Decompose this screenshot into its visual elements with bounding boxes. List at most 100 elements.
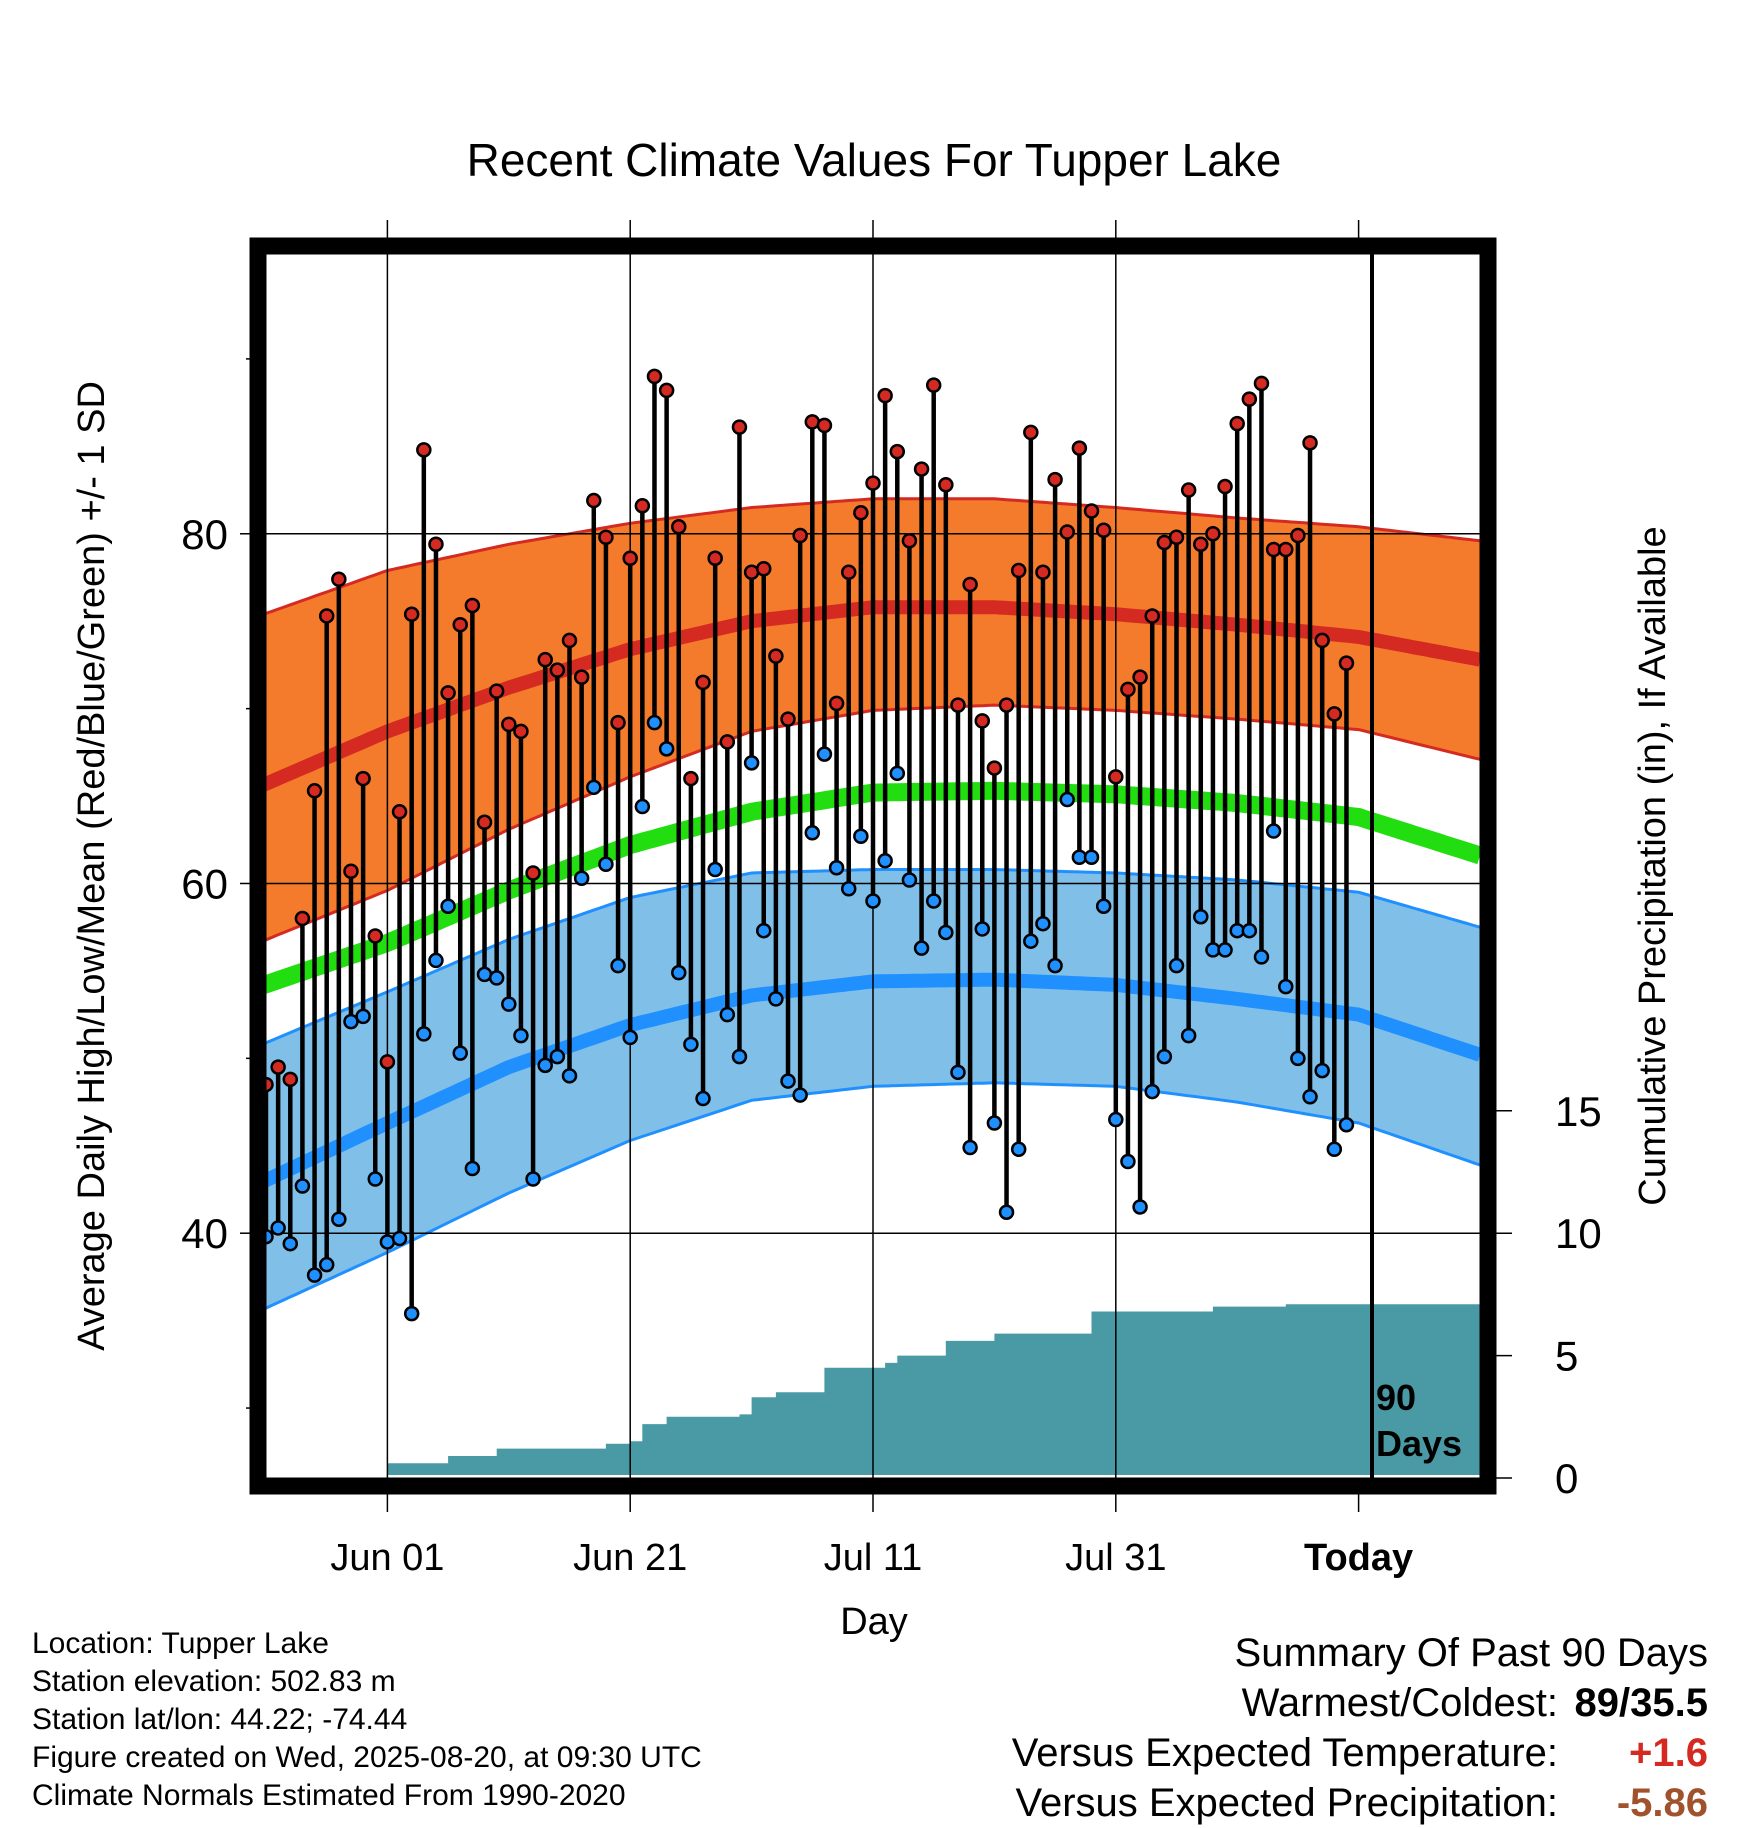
- daily-low-point: [1253, 949, 1270, 965]
- daily-low-point: [1059, 791, 1075, 808]
- daily-high-point: [379, 1054, 396, 1070]
- daily-high-point: [598, 529, 614, 546]
- daily-high-point: [610, 714, 626, 731]
- daily-low-point: [671, 964, 687, 981]
- daily-low-point: [695, 1090, 711, 1107]
- y2-tick-label: 5: [1555, 1333, 1578, 1380]
- daily-high-point: [974, 713, 991, 729]
- plot-frame: [249, 237, 1497, 1495]
- daily-low-point: [1180, 1027, 1197, 1044]
- x-axis-label: Day: [840, 1601, 908, 1643]
- daily-low-point: [488, 970, 505, 986]
- daily-low-point: [331, 1211, 347, 1227]
- precip-deviation-label: Versus Expected Precipitation:: [1015, 1781, 1558, 1825]
- daily-high-point: [1059, 524, 1075, 540]
- daily-low-point: [1193, 908, 1209, 925]
- daily-low-point: [306, 1267, 323, 1283]
- x-tick-label: Jun 01: [330, 1537, 444, 1579]
- daily-low-point: [646, 714, 663, 731]
- daily-low-point: [1265, 823, 1282, 839]
- daily-low-point: [1108, 1111, 1124, 1128]
- x-tick-label: Jul 31: [1065, 1537, 1166, 1579]
- daily-high-point: [1095, 522, 1112, 539]
- low-band-lower-edge: [265, 1081, 1481, 1311]
- daily-low-point: [1120, 1153, 1136, 1170]
- daily-low-point: [974, 921, 991, 937]
- daily-low-point: [1302, 1089, 1318, 1105]
- daily-low-point: [549, 1048, 566, 1065]
- daily-high-point: [476, 814, 493, 831]
- daily-low-point: [282, 1235, 299, 1252]
- y2-tick-label: 15: [1555, 1088, 1602, 1135]
- y2-axis-label: Cumulative Precipitation (in), If Availa…: [1632, 526, 1674, 1205]
- summary-warmest-row: Warmest/Coldest: 89/35.5: [1012, 1678, 1708, 1728]
- daily-high-point: [1047, 471, 1063, 488]
- daily-low-point: [1156, 1048, 1173, 1065]
- daily-high-point: [889, 443, 906, 460]
- daily-low-point: [804, 825, 821, 841]
- daily-low-point: [525, 1171, 541, 1187]
- daily-low-point: [828, 859, 845, 876]
- warmest-label: Warmest/Coldest:: [1241, 1681, 1558, 1725]
- daily-low-point: [440, 898, 456, 914]
- daily-low-point: [1338, 1117, 1355, 1133]
- daily-high-point: [1290, 527, 1306, 544]
- daily-low-point: [270, 1220, 286, 1236]
- daily-low-point: [853, 828, 869, 845]
- daily-high-point: [950, 697, 966, 713]
- precip-deviation-value: -5.86: [1616, 1781, 1708, 1825]
- daily-low-point: [901, 872, 918, 888]
- daily-high-point: [464, 597, 481, 614]
- daily-low-point: [513, 1027, 529, 1044]
- daily-low-point: [1095, 898, 1112, 914]
- daily-high-point: [755, 560, 772, 577]
- summary-panel: Summary Of Past 90 Days Warmest/Coldest:…: [1012, 1628, 1708, 1828]
- daily-low-point: [962, 1139, 978, 1156]
- chart-title: Recent Climate Values For Tupper Lake: [467, 134, 1282, 186]
- x-tick-label: Today: [1304, 1537, 1413, 1579]
- daily-low-point: [1278, 978, 1294, 995]
- daily-low-point: [598, 856, 614, 873]
- daily-high-point: [816, 417, 833, 434]
- daily-range-stems: [263, 376, 1349, 1314]
- daily-low-point: [1144, 1083, 1160, 1100]
- temp-deviation-value: +1.6: [1629, 1731, 1708, 1775]
- daily-low-point: [1290, 1050, 1306, 1067]
- daily-high-point: [343, 863, 359, 879]
- daily-high-point: [403, 606, 420, 622]
- daily-high-point: [731, 419, 748, 435]
- daily-low-point: [755, 922, 772, 939]
- y-tick-label: 40: [181, 1210, 228, 1257]
- daily-high-point: [853, 505, 869, 521]
- daily-high-point: [658, 382, 675, 399]
- daily-high-point: [840, 564, 857, 580]
- y-tick-label: 80: [181, 511, 228, 558]
- y2-tick-label: 10: [1555, 1210, 1602, 1257]
- daily-low-point: [865, 893, 881, 909]
- daily-low-point: [573, 870, 590, 886]
- daily-high-point: [998, 697, 1015, 713]
- latlon-text: Station lat/lon: 44.22; -74.44: [32, 1703, 408, 1736]
- daily-low-point: [913, 940, 930, 956]
- daily-low-point: [792, 1087, 808, 1103]
- daily-high-point: [1144, 608, 1160, 624]
- y-tick-label: 60: [181, 860, 228, 907]
- daily-low-point: [816, 746, 833, 762]
- daily-low-point: [1035, 915, 1051, 932]
- daily-high-point: [428, 536, 444, 553]
- daily-high-point: [707, 550, 723, 567]
- daily-low-point: [403, 1305, 420, 1322]
- daily-low-point: [537, 1057, 553, 1074]
- daily-high-point: [1278, 541, 1294, 558]
- daily-high-point: [440, 685, 456, 701]
- daily-high-point: [561, 632, 578, 649]
- daily-low-point: [889, 765, 906, 782]
- daily-high-point: [1071, 440, 1088, 456]
- daily-high-point: [962, 576, 978, 593]
- daily-low-point: [367, 1171, 384, 1187]
- daily-low-point: [950, 1064, 966, 1081]
- daily-high-point: [780, 711, 796, 727]
- daily-high-point: [1241, 391, 1258, 407]
- daily-low-point: [925, 893, 942, 909]
- daily-high-point: [452, 616, 468, 633]
